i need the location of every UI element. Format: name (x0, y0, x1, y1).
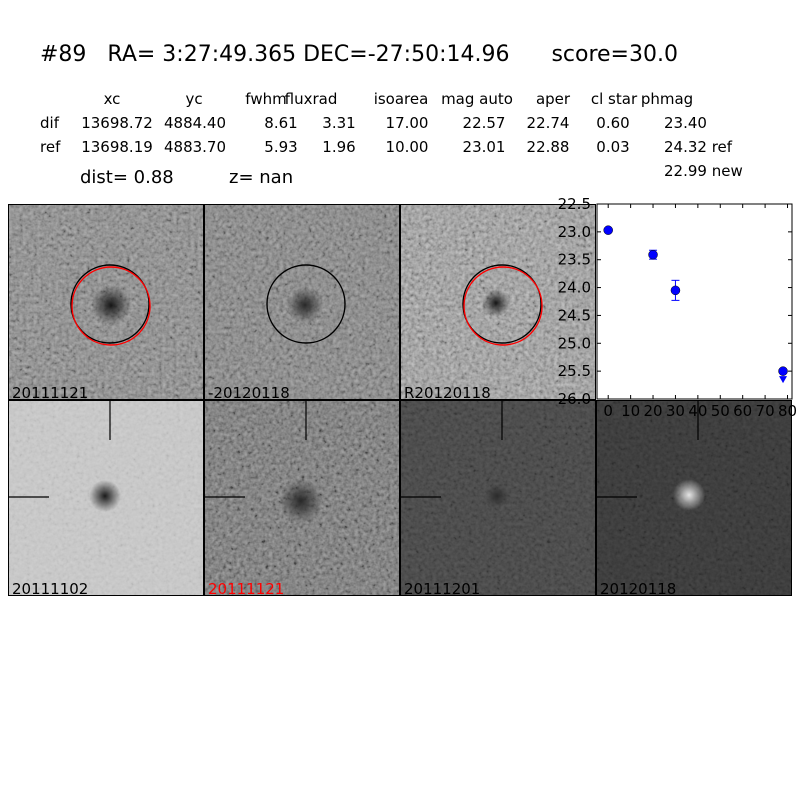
ra: RA= 3:27:49.365 (107, 42, 297, 67)
image-stamp-R20120118: R20120118 (400, 204, 596, 400)
image-stamp--20120118: -20120118 (204, 204, 400, 400)
stamp-image (205, 401, 399, 595)
column-header: phmag (640, 90, 694, 108)
table-cell: 3.31 (322, 114, 356, 132)
table-cell: 10.00 (385, 138, 429, 156)
column-header: cl star (590, 90, 638, 108)
stamp-image (205, 205, 399, 399)
table-cell: 24.32 ref (664, 138, 733, 156)
score: score=30.0 (551, 42, 678, 67)
table-cell: 5.93 (264, 138, 298, 156)
table-cell: 23.40 (664, 114, 707, 132)
stamp-date-label: 20111121 (208, 580, 285, 596)
image-stamp-20111102: 20111102 (8, 400, 204, 596)
table-cell: 8.61 (264, 114, 298, 132)
candidate-id: #89 (40, 42, 87, 67)
table-cell: 13698.72 (81, 114, 153, 132)
x-tick-label: 10 (621, 402, 640, 420)
image-stamp-20111121: 20111121 (8, 204, 204, 400)
x-tick-label: 40 (688, 402, 707, 420)
y-tick-label: 25.0 (558, 334, 591, 352)
table-cell: 4884.40 (163, 114, 227, 132)
stamp-date-label: R20120118 (404, 384, 491, 400)
table-cell: 1.96 (322, 138, 356, 156)
table-cell: 17.00 (385, 114, 429, 132)
row-label: dif (40, 114, 59, 132)
table-cell: 22.57 (462, 114, 506, 132)
y-tick-label: 23.5 (558, 251, 591, 269)
column-header: xc (103, 90, 121, 108)
upper-limit-arrow (779, 376, 788, 384)
data-point (670, 285, 681, 296)
x-tick-label: 50 (711, 402, 730, 420)
dec: DEC=-27:50:14.96 (303, 42, 510, 67)
stamp-image (9, 205, 203, 399)
x-tick-label: 70 (756, 402, 775, 420)
aperture-circle (462, 264, 542, 344)
x-tick-label: 30 (666, 402, 685, 420)
table-cell: 22.88 (526, 138, 570, 156)
phmag-new: 22.99 new (664, 162, 743, 180)
candidate-title: #89 RA= 3:27:49.365 DEC=-27:50:14.96 sco… (40, 42, 678, 67)
aperture-circle (70, 264, 150, 344)
column-header: yc (185, 90, 203, 108)
column-header: mag auto (441, 90, 513, 108)
image-stamp-20111201: 20111201 (400, 400, 596, 596)
column-header: isoarea (373, 90, 429, 108)
y-tick-label: 23.0 (558, 223, 591, 241)
data-point (603, 225, 613, 235)
stamp-image (597, 401, 791, 595)
stamp-image (401, 205, 595, 399)
aperture-circle (71, 266, 151, 346)
lightcurve-chart: 0 10 20 30 40 50 60 70 80 22.5 23.0 23.5 24.0 24.5 25.… (558, 196, 797, 420)
table-cell: 0.03 (596, 138, 630, 156)
stamp-date-label: 20111102 (12, 580, 89, 596)
aperture-circle (266, 264, 346, 344)
dist-value: dist= 0.88 (80, 167, 174, 188)
table-cell: 0.60 (596, 114, 630, 132)
column-header: fluxrad (284, 90, 338, 108)
x-tick-label: 80 (778, 402, 797, 420)
table-cell: 4883.70 (163, 138, 227, 156)
plot-area (596, 203, 793, 400)
row-label: ref (40, 138, 61, 156)
y-tick-label: 24.5 (558, 306, 591, 324)
data-point (648, 249, 658, 260)
table-cell: 23.01 (462, 138, 506, 156)
y-tick-label: 24.0 (558, 279, 591, 297)
table-cell: 13698.19 (81, 138, 153, 156)
stamp-date-label: 20111201 (404, 580, 481, 596)
stamp-image (401, 401, 595, 595)
image-stamp-20120118: 20120118 (596, 400, 792, 596)
x-tick-label: 0 (603, 402, 613, 420)
x-tick-label: 60 (733, 402, 752, 420)
table-cell: 22.74 (526, 114, 570, 132)
data-point (778, 366, 788, 376)
redshift-value: z= nan (229, 167, 294, 188)
y-tick-label: 25.5 (558, 362, 591, 380)
stamp-date-label: 20120118 (600, 580, 677, 596)
image-stamp-20111121: 20111121 (204, 400, 400, 596)
y-tick-label: 26.0 (558, 390, 591, 408)
column-header: aper (535, 90, 571, 108)
stamp-image (9, 401, 203, 595)
aperture-circle (463, 266, 543, 346)
column-header: fwhm (245, 90, 287, 108)
y-tick-label: 22.5 (558, 196, 591, 213)
x-tick-label: 20 (643, 402, 662, 420)
stamp-date-label: -20120118 (208, 384, 290, 400)
stamp-date-label: 20111121 (12, 384, 89, 400)
